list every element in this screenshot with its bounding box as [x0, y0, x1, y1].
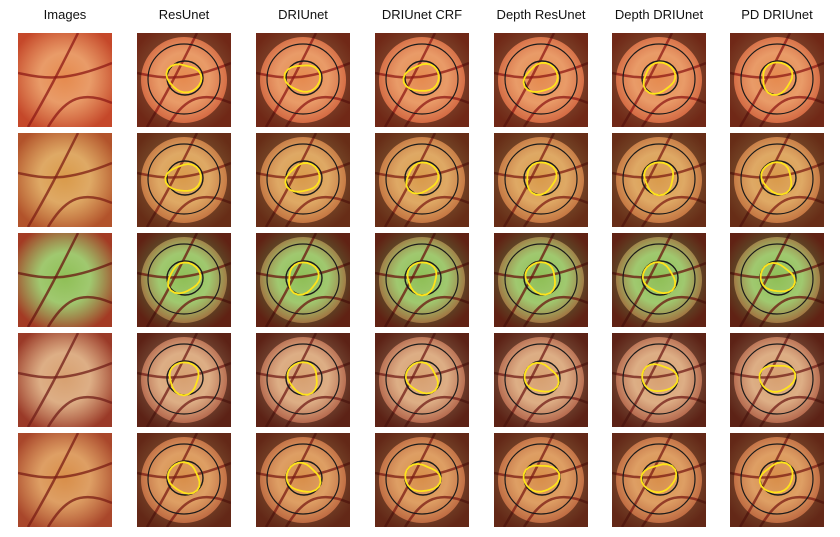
segmentation-result [494, 233, 588, 327]
segmentation-result [375, 233, 469, 327]
segmentation-result [137, 233, 231, 327]
segmentation-result [137, 33, 231, 127]
segmentation-result [137, 333, 231, 427]
fundus-image [18, 133, 112, 227]
segmentation-result [730, 333, 824, 427]
segmentation-result [256, 233, 350, 327]
column-header: DRIUnet CRF [381, 7, 463, 22]
segmentation-result [494, 133, 588, 227]
segmentation-result [256, 133, 350, 227]
segmentation-result [375, 333, 469, 427]
column-header: PD DRIUnet [741, 7, 813, 22]
segmentation-result [612, 233, 706, 327]
segmentation-result [256, 433, 350, 527]
column-header: Depth DRIUnet [614, 7, 704, 22]
segmentation-result [375, 433, 469, 527]
column-header: Depth ResUnet [496, 7, 586, 22]
segmentation-result [256, 333, 350, 427]
fundus-image [18, 433, 112, 527]
segmentation-result [730, 33, 824, 127]
fundus-image [18, 33, 112, 127]
segmentation-result [256, 33, 350, 127]
segmentation-result [494, 433, 588, 527]
segmentation-result [730, 133, 824, 227]
segmentation-result [137, 433, 231, 527]
segmentation-result [375, 133, 469, 227]
column-header: ResUnet [158, 7, 210, 22]
segmentation-result [730, 433, 824, 527]
fundus-image [18, 333, 112, 427]
segmentation-result [494, 33, 588, 127]
segmentation-result [612, 133, 706, 227]
fundus-image [18, 233, 112, 327]
segmentation-result [612, 33, 706, 127]
segmentation-result [612, 333, 706, 427]
segmentation-result [730, 233, 824, 327]
column-header: Images [43, 7, 87, 22]
column-header: DRIUnet [278, 7, 328, 22]
segmentation-result [375, 33, 469, 127]
segmentation-result [494, 333, 588, 427]
segmentation-result [612, 433, 706, 527]
segmentation-result [137, 133, 231, 227]
